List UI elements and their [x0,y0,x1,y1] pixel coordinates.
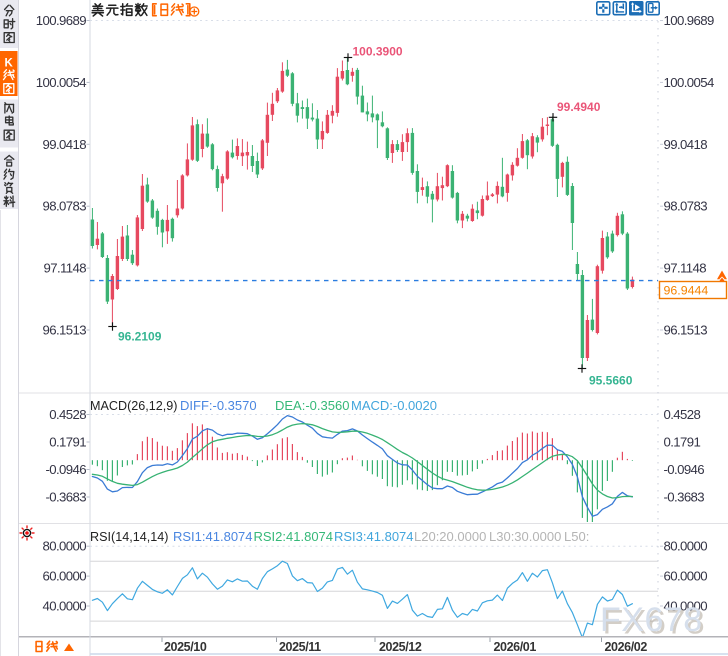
svg-text:95.5660: 95.5660 [589,374,633,388]
svg-text:97.1148: 97.1148 [664,261,707,276]
svg-text:80.0000: 80.0000 [664,539,708,554]
svg-text:99.0418: 99.0418 [664,137,708,152]
svg-text:FX678: FX678 [600,601,703,639]
svg-text:0.4528: 0.4528 [49,407,86,422]
svg-text:80.0000: 80.0000 [43,539,87,554]
svg-text:-0.0946: -0.0946 [664,462,705,477]
svg-text:96.2109: 96.2109 [118,330,162,344]
svg-text:-0.3683: -0.3683 [45,490,86,505]
svg-text:-0.0946: -0.0946 [45,462,86,477]
svg-text:60.0000: 60.0000 [664,569,708,584]
svg-text:96.9444: 96.9444 [664,284,709,298]
svg-text:K: K [5,58,14,70]
svg-text:L50:: L50: [564,529,589,544]
svg-text:40.0000: 40.0000 [664,599,708,614]
svg-text:97.1148: 97.1148 [44,261,87,276]
svg-text:0.1791: 0.1791 [49,435,86,450]
svg-text:FX678: FX678 [603,604,706,642]
svg-text:MACD:-0.0020: MACD:-0.0020 [351,398,437,413]
svg-text:L30:30.0000: L30:30.0000 [489,529,561,544]
svg-text:2026/01: 2026/01 [494,640,537,654]
svg-text:RSI3:41.8074: RSI3:41.8074 [334,529,414,544]
svg-text:100.9689: 100.9689 [664,13,714,28]
svg-text:RSI(14,14,14): RSI(14,14,14) [90,530,168,544]
svg-text:2025/11: 2025/11 [279,640,321,654]
svg-text:100.3900: 100.3900 [353,45,403,59]
svg-text:60.0000: 60.0000 [43,569,87,584]
svg-text:2026/02: 2026/02 [605,640,648,654]
svg-text:-0.3683: -0.3683 [664,490,705,505]
svg-text:2025/12: 2025/12 [379,640,422,654]
svg-text:99.0418: 99.0418 [43,137,87,152]
svg-text:100.9689: 100.9689 [36,13,86,28]
svg-text:L20:20.0000: L20:20.0000 [414,529,486,544]
svg-text:98.0783: 98.0783 [43,199,87,214]
svg-text:0.4528: 0.4528 [664,407,701,422]
svg-text:100.0054: 100.0054 [664,75,714,90]
svg-text:0.1791: 0.1791 [664,435,701,450]
svg-text:2025/10: 2025/10 [164,640,207,654]
svg-text:100.0054: 100.0054 [36,75,86,90]
svg-text:98.0783: 98.0783 [664,199,708,214]
svg-text:40.0000: 40.0000 [43,599,87,614]
svg-text:96.1513: 96.1513 [664,323,708,338]
svg-text:DEA:-0.3560: DEA:-0.3560 [275,398,349,413]
svg-text:96.1513: 96.1513 [43,323,87,338]
svg-text:99.4940: 99.4940 [557,100,601,114]
svg-text:RSI1:41.8074: RSI1:41.8074 [173,529,253,544]
svg-text:MACD(26,12,9): MACD(26,12,9) [90,399,178,413]
svg-text:RSI2:41.8074: RSI2:41.8074 [254,529,334,544]
svg-text:DIFF:-0.3570: DIFF:-0.3570 [180,398,257,413]
